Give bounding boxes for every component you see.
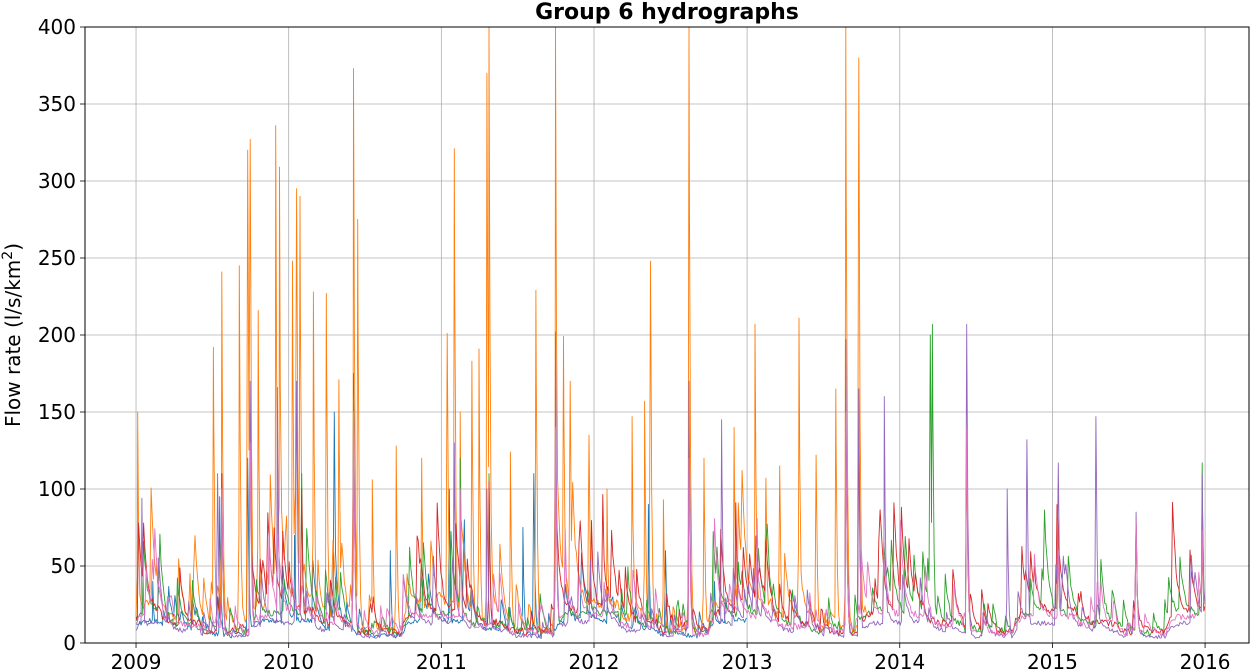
chart-title: Group 6 hydrographs <box>535 0 799 25</box>
x-tick-label: 2013 <box>722 650 773 669</box>
y-tick-label: 150 <box>38 400 76 424</box>
series-line <box>136 411 748 639</box>
y-tick-label: 300 <box>38 169 76 193</box>
series-line <box>135 411 1206 638</box>
x-tick-label: 2009 <box>111 650 162 669</box>
y-tick-label: 400 <box>38 15 76 39</box>
y-tick-label: 200 <box>38 323 76 347</box>
x-tick-label: 2015 <box>1027 650 1078 669</box>
y-tick-label: 0 <box>63 631 76 655</box>
x-tick-label: 2010 <box>263 650 314 669</box>
y-tick-label: 350 <box>38 92 76 116</box>
x-tick-label: 2012 <box>569 650 620 669</box>
x-tick-label: 2016 <box>1180 650 1231 669</box>
y-tick-label: 50 <box>51 554 76 578</box>
y-axis-label: Flow rate (l/s/km2) <box>0 243 25 427</box>
series-line <box>135 27 867 635</box>
y-axis: 0 50 100 150 200 250 300 350 400 <box>38 15 85 655</box>
x-tick-label: 2011 <box>416 650 467 669</box>
y-tick-label: 100 <box>38 477 76 501</box>
series-line <box>135 396 1206 636</box>
x-tick-label: 2014 <box>874 650 925 669</box>
y-tick-label: 250 <box>38 246 76 270</box>
x-axis: 2009 2010 2011 2012 2013 2014 2015 2016 <box>111 643 1231 669</box>
series-layer <box>135 27 1206 639</box>
